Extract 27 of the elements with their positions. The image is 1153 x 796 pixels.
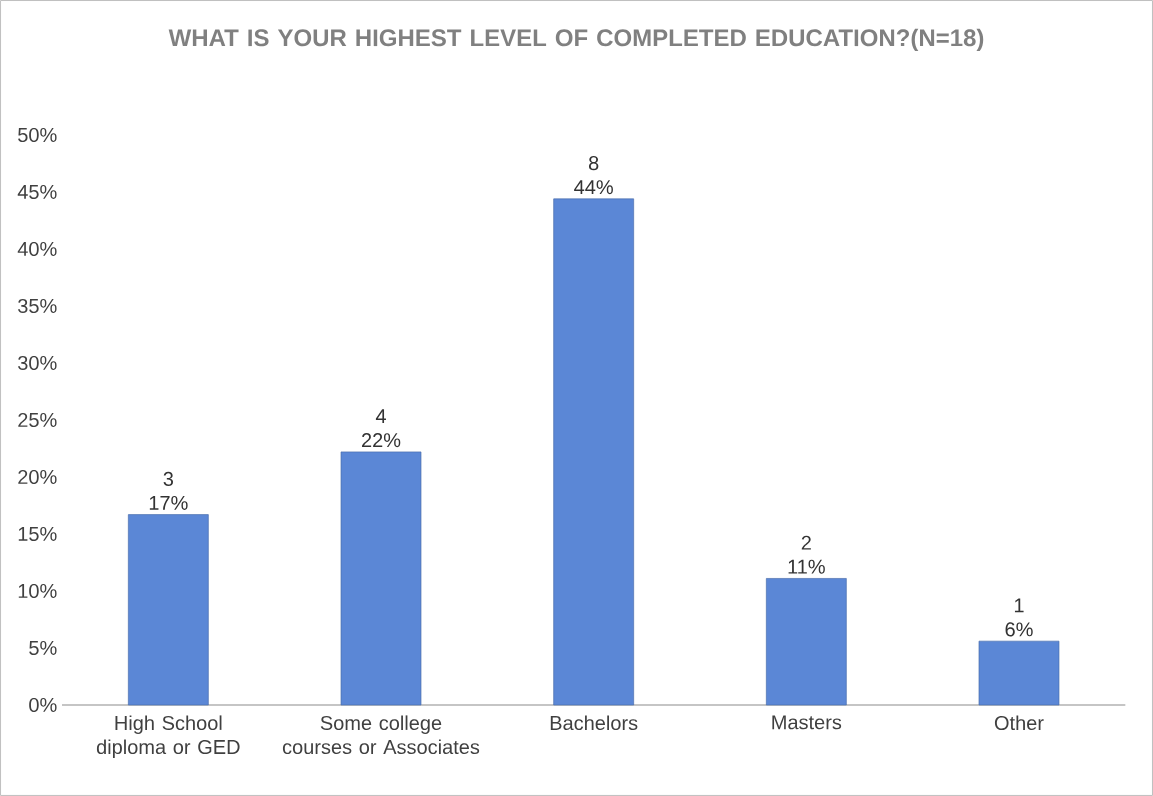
- y-tick-label: 35%: [18, 298, 57, 314]
- y-tick-label: 10%: [18, 583, 57, 599]
- x-tick-label: High School diploma or GED: [96, 715, 240, 759]
- bar: [128, 514, 209, 706]
- x-tick-label: Some college courses or Associates: [282, 715, 480, 755]
- y-tick-label: 25%: [18, 412, 57, 428]
- y-tick-label: 40%: [17, 241, 57, 257]
- data-label: 4 22%: [361, 409, 401, 448]
- y-tick-label: 0%: [29, 697, 57, 713]
- y-tick-label: 20%: [18, 469, 57, 485]
- y-tick-label: 5%: [29, 640, 57, 656]
- bar: [765, 578, 847, 706]
- x-tick-label: Bachelors: [550, 715, 638, 731]
- y-tick-label: 45%: [17, 184, 57, 200]
- data-label: 2 11%: [788, 535, 825, 574]
- bar: [340, 451, 422, 706]
- data-label: 8 44%: [574, 156, 613, 195]
- chart-title: WHAT IS YOUR HIGHEST LEVEL OF COMPLETED EDUCATION?(N=18): [168, 28, 984, 52]
- y-tick-label: 50%: [18, 127, 57, 143]
- x-tick-label: Other: [994, 715, 1044, 731]
- data-label: 3 17%: [149, 471, 188, 510]
- bar: [553, 198, 635, 706]
- bar: [978, 640, 1060, 706]
- y-tick-label: 15%: [18, 526, 57, 542]
- x-tick-label: Masters: [772, 715, 842, 730]
- data-label: 1 6%: [1005, 598, 1033, 637]
- y-tick-label: 30%: [18, 355, 57, 371]
